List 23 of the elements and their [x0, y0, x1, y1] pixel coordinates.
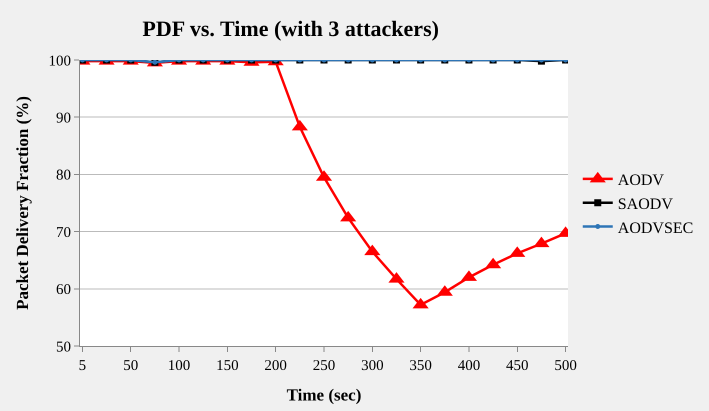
legend-label: SAODV — [618, 196, 674, 213]
chart-title: PDF vs. Time (with 3 attackers) — [142, 16, 439, 41]
y-tick-label: 50 — [56, 339, 71, 356]
x-tick-label: 500 — [554, 358, 577, 374]
x-tick-label: 450 — [506, 358, 529, 374]
legend-label: AODV — [618, 172, 664, 190]
x-tick-label: 350 — [409, 358, 432, 374]
y-tick-label: 80 — [56, 168, 71, 184]
y-tick-label: 100 — [48, 53, 71, 70]
x-tick-label: 100 — [168, 358, 190, 374]
x-tick-label: 200 — [264, 358, 287, 374]
x-tick-label: 250 — [312, 358, 336, 374]
y-tick-label: 60 — [56, 282, 71, 298]
x-tick-label: 300 — [361, 358, 384, 374]
y-tick-label: 90 — [56, 110, 71, 126]
x-tick-label: 50 — [123, 358, 138, 374]
x-tick-label: 150 — [216, 358, 239, 374]
legend-label: AODVSEC — [618, 220, 694, 237]
y-tick-label: 70 — [56, 224, 71, 241]
y-axis-title: Packet Delivery Fraction (%) — [13, 96, 32, 310]
x-tick-label: 400 — [458, 358, 480, 374]
x-tick-label: 5 — [78, 358, 86, 374]
x-axis-title: Time (sec) — [286, 385, 362, 404]
